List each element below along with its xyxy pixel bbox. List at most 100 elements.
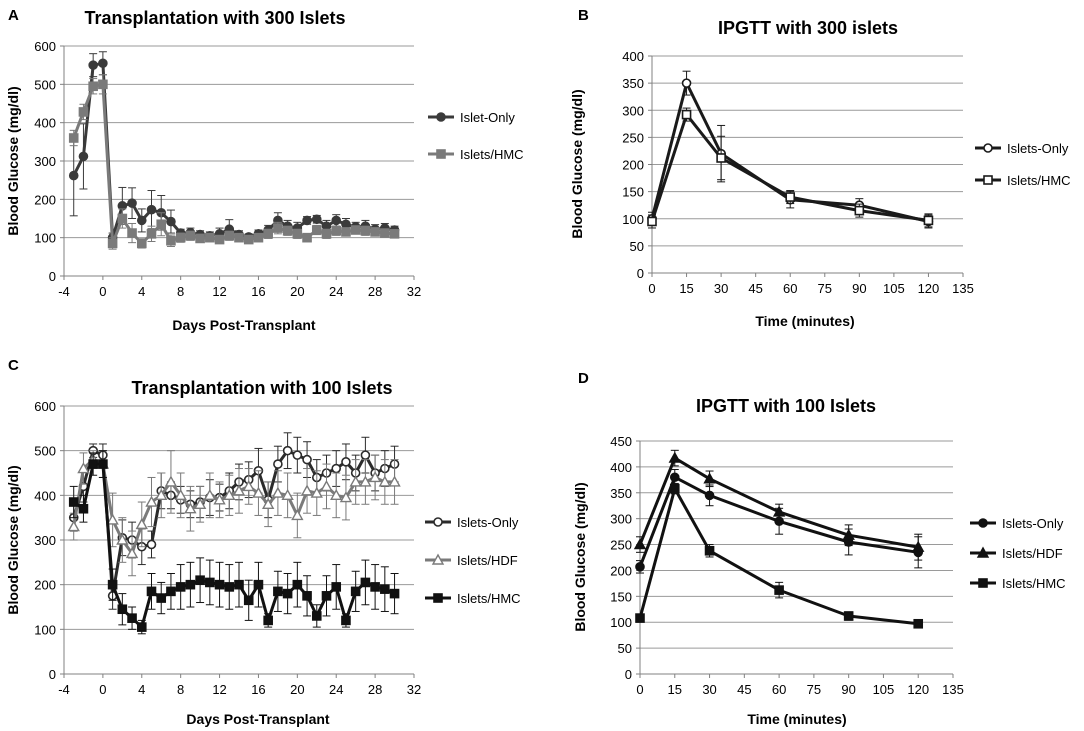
x-tick-label: 0 bbox=[636, 682, 643, 697]
data-point bbox=[214, 234, 225, 245]
legend-label: Islets-Only bbox=[1007, 141, 1069, 156]
data-point bbox=[331, 582, 342, 592]
x-tick-label: 4 bbox=[138, 682, 145, 697]
data-point bbox=[389, 229, 400, 239]
x-tick-label: 16 bbox=[251, 682, 265, 697]
data-point bbox=[253, 232, 264, 243]
data-point bbox=[174, 488, 187, 501]
data-point bbox=[633, 538, 647, 550]
data-point bbox=[261, 497, 275, 509]
x-tick-label: 28 bbox=[368, 284, 382, 299]
data-point bbox=[68, 170, 79, 181]
panel-label: B bbox=[578, 7, 589, 24]
y-tick-label: 350 bbox=[622, 76, 644, 91]
y-tick-label: 50 bbox=[618, 641, 632, 656]
x-tick-label: -4 bbox=[58, 284, 70, 299]
data-point bbox=[282, 588, 293, 599]
data-point bbox=[146, 204, 157, 215]
y-tick-label: 200 bbox=[34, 578, 56, 593]
data-point bbox=[389, 588, 400, 599]
data-point bbox=[166, 235, 176, 246]
chart-title: IPGTT with 300 islets bbox=[718, 18, 898, 38]
y-tick-label: 250 bbox=[610, 538, 632, 553]
data-point bbox=[854, 205, 865, 216]
data-point bbox=[224, 582, 235, 592]
data-point bbox=[913, 618, 924, 629]
data-point bbox=[145, 495, 158, 507]
y-tick-label: 0 bbox=[49, 667, 56, 682]
data-point bbox=[125, 546, 139, 559]
data-point bbox=[242, 479, 255, 492]
data-point bbox=[116, 533, 129, 545]
x-tick-label: 105 bbox=[883, 281, 905, 296]
x-tick-label: 135 bbox=[942, 682, 964, 697]
data-point bbox=[331, 215, 342, 226]
x-axis-label: Time (minutes) bbox=[747, 711, 846, 727]
data-point bbox=[146, 229, 157, 239]
x-tick-label: 0 bbox=[99, 284, 106, 299]
y-tick-label: 350 bbox=[610, 486, 632, 501]
data-point bbox=[772, 505, 786, 517]
data-point bbox=[98, 459, 108, 469]
x-tick-label: 20 bbox=[290, 682, 304, 697]
data-point bbox=[263, 615, 273, 626]
panel-label: D bbox=[578, 370, 589, 387]
data-point bbox=[668, 451, 681, 463]
data-point bbox=[175, 232, 186, 243]
data-point bbox=[213, 493, 226, 505]
data-point bbox=[311, 225, 322, 235]
x-tick-label: 4 bbox=[138, 284, 145, 299]
data-point bbox=[185, 230, 196, 241]
y-tick-label: 300 bbox=[610, 512, 632, 527]
x-tick-label: 8 bbox=[177, 682, 184, 697]
y-axis-label: Blood Glucose (mg/dl) bbox=[569, 89, 585, 238]
chart-title: Transplantation with 300 Islets bbox=[84, 8, 345, 28]
x-tick-label: 12 bbox=[212, 682, 226, 697]
data-point bbox=[378, 475, 392, 487]
data-point bbox=[88, 60, 98, 70]
legend-label: Islets/HDF bbox=[1002, 546, 1063, 561]
data-point bbox=[320, 479, 333, 492]
x-tick-label: 24 bbox=[329, 682, 343, 697]
data-point bbox=[341, 227, 351, 237]
data-point bbox=[98, 79, 108, 90]
y-tick-label: 300 bbox=[34, 533, 56, 548]
data-point bbox=[360, 577, 371, 588]
y-tick-label: 100 bbox=[610, 615, 632, 630]
series-line bbox=[638, 475, 919, 568]
series-line bbox=[650, 113, 929, 222]
data-point bbox=[88, 81, 98, 92]
data-point bbox=[243, 234, 254, 245]
chart-panel-a: A Transplantation with 300 Islets01002003… bbox=[5, 7, 524, 333]
data-point bbox=[77, 462, 90, 474]
data-point bbox=[273, 459, 283, 469]
series-line bbox=[72, 449, 396, 598]
data-point bbox=[292, 450, 303, 460]
data-point bbox=[78, 107, 89, 117]
data-point bbox=[292, 579, 303, 590]
y-tick-label: 100 bbox=[622, 212, 644, 227]
y-tick-label: 500 bbox=[34, 444, 56, 459]
data-point bbox=[311, 214, 322, 225]
y-tick-label: 500 bbox=[34, 77, 56, 92]
data-point bbox=[78, 503, 89, 514]
data-point bbox=[370, 582, 380, 592]
x-tick-label: 16 bbox=[251, 284, 265, 299]
y-tick-label: 250 bbox=[622, 130, 644, 145]
data-point bbox=[127, 228, 137, 238]
series-islets-only bbox=[68, 432, 400, 610]
data-point bbox=[331, 225, 342, 236]
data-point bbox=[253, 579, 264, 590]
legend-marker bbox=[983, 175, 993, 185]
x-tick-label: 32 bbox=[407, 682, 421, 697]
data-point bbox=[155, 488, 168, 501]
data-point bbox=[117, 604, 128, 615]
y-tick-label: 0 bbox=[625, 667, 632, 682]
x-tick-label: 8 bbox=[177, 284, 184, 299]
data-point bbox=[681, 78, 692, 88]
data-point bbox=[68, 497, 79, 507]
panel-label: A bbox=[8, 7, 19, 24]
y-tick-label: 200 bbox=[34, 192, 56, 207]
